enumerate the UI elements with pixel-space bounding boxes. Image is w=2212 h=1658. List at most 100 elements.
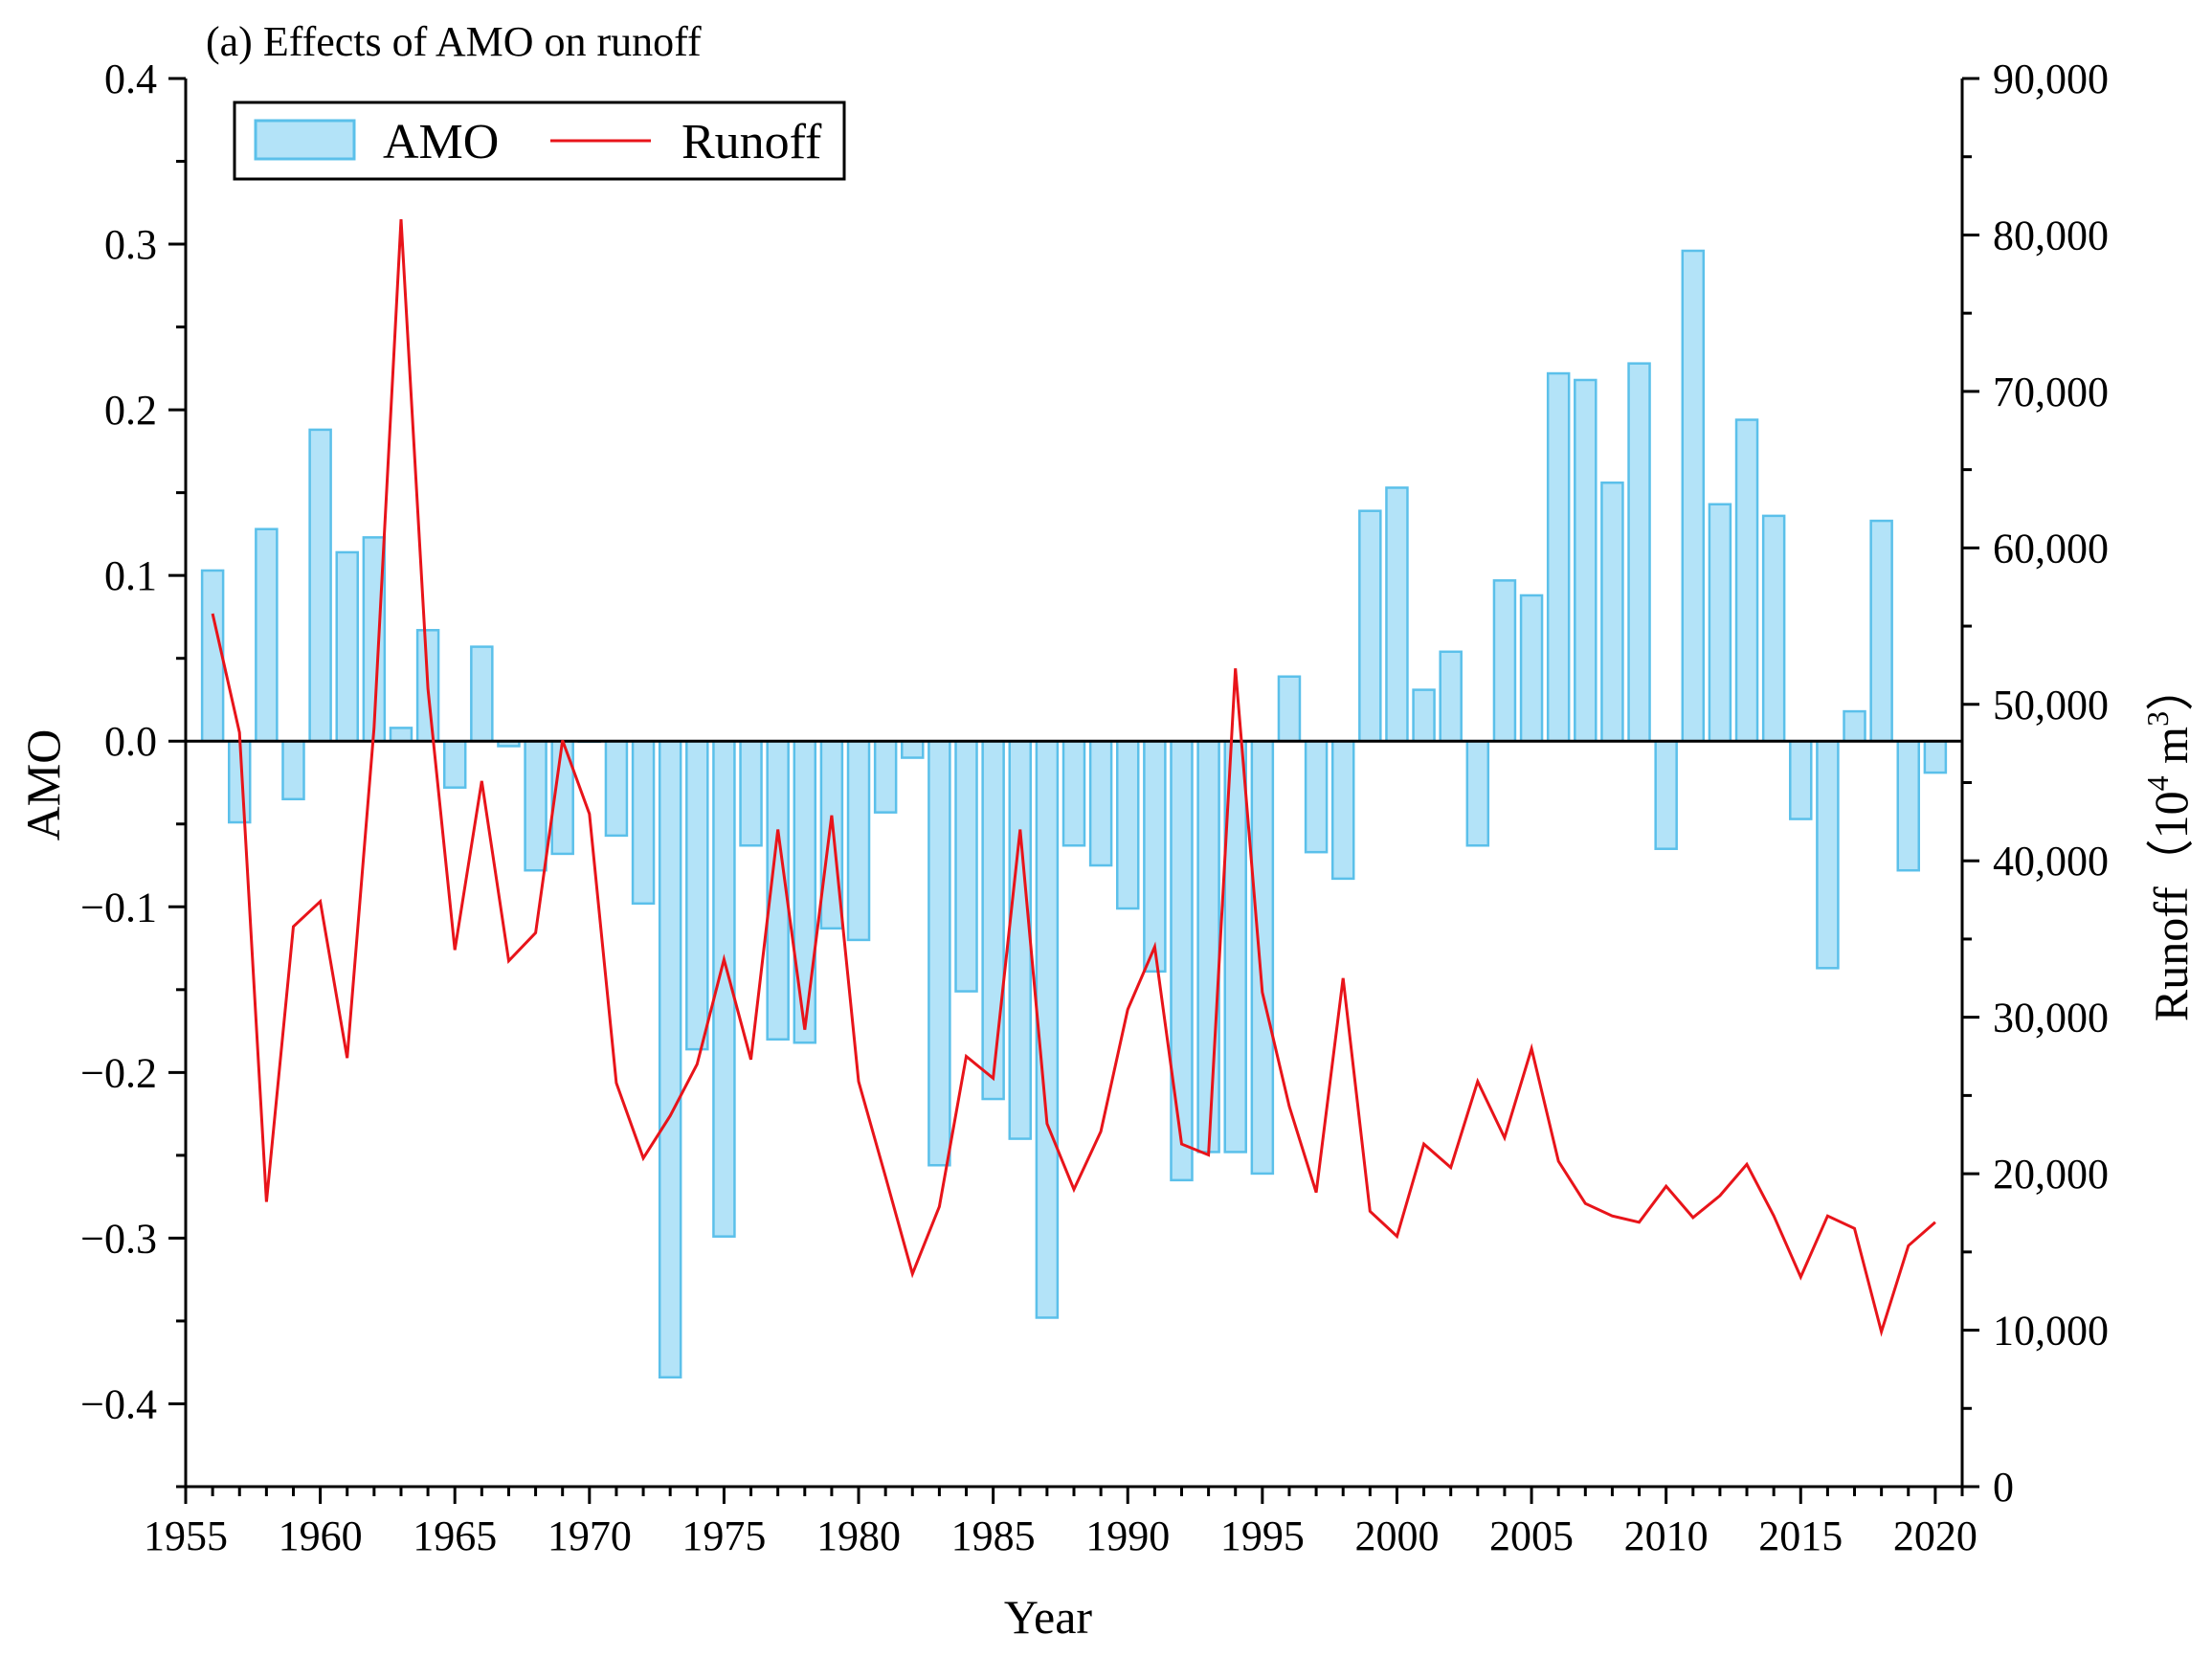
left-y-tick-label: 0.0 <box>104 718 157 765</box>
x-tick-label: 2000 <box>1354 1512 1439 1559</box>
amo-bar-1973 <box>658 739 682 1379</box>
amo-bar-1959 <box>281 739 305 801</box>
amo-bar-1981 <box>873 739 898 814</box>
amo-bar-2013 <box>1734 418 1759 743</box>
amo-bar-2018 <box>1869 519 1893 743</box>
right-y-tick-label: 50,000 <box>1993 682 2109 728</box>
amo-bar-2009 <box>1627 362 1651 743</box>
right-y-tick-label: 40,000 <box>1993 838 2109 885</box>
amo-bar-1958 <box>255 527 279 743</box>
runoff-line <box>211 219 1936 1337</box>
amo-bar-1966 <box>470 645 494 743</box>
amo-bar-2016 <box>1816 739 1840 970</box>
legend-runoff-label: Runoff <box>681 115 822 169</box>
x-tick-label: 2015 <box>1758 1512 1843 1559</box>
x-axis-title: Year <box>1004 1590 1092 1644</box>
amo-bar-2006 <box>1546 371 1571 743</box>
amo-bar-2000 <box>1385 486 1409 743</box>
right-y-tick-label: 10,000 <box>1993 1308 2109 1355</box>
amo-bar-2010 <box>1654 739 1678 850</box>
amo-bar-1983 <box>927 739 951 1167</box>
left-y-tick-label: −0.3 <box>80 1215 157 1262</box>
amo-bar-2019 <box>1896 739 1921 872</box>
amo-bar-1982 <box>901 739 925 759</box>
amo-bar-2015 <box>1789 739 1813 820</box>
left-y-tick-label: −0.1 <box>80 884 157 930</box>
x-tick-label: 1970 <box>547 1512 632 1559</box>
amo-bar-1985 <box>981 739 1005 1101</box>
amo-bar-1972 <box>631 739 656 906</box>
x-tick-label: 1985 <box>951 1512 1036 1559</box>
amo-bar-1963 <box>389 727 413 743</box>
amo-bar-2011 <box>1681 249 1706 743</box>
left-y-tick-label: 0.1 <box>104 552 157 599</box>
x-axis-ticks: 1955 1960 1965 1970 1975 1980 1985 1990 1995 2000… <box>144 1487 1977 1559</box>
x-tick-label: 1980 <box>816 1512 901 1559</box>
x-tick-label: 1975 <box>681 1512 766 1559</box>
amo-bar-1968 <box>524 739 547 872</box>
amo-bar-1989 <box>1088 739 1113 867</box>
amo-bar-2001 <box>1412 688 1436 743</box>
right-y-tick-label: 0 <box>1993 1464 2014 1511</box>
amo-bar-1965 <box>442 739 467 789</box>
x-tick-label: 1960 <box>279 1512 363 1559</box>
right-y-tick-label: 70,000 <box>1993 369 2109 415</box>
left-y-tick-label: −0.4 <box>80 1380 157 1427</box>
amo-bar-1992 <box>1170 739 1194 1182</box>
left-y-axis-title: AMO <box>16 729 70 841</box>
legend: AMO Runoff <box>233 101 846 181</box>
amo-bar-1961 <box>335 550 359 743</box>
amo-bar-1986 <box>1008 739 1033 1140</box>
amo-bar-1990 <box>1115 739 1140 910</box>
right-y-tick-label: 80,000 <box>1993 212 2109 258</box>
left-y-tick-label: 0.2 <box>104 387 157 434</box>
amo-bar-1956 <box>200 569 225 743</box>
x-tick-label: 2010 <box>1624 1512 1709 1559</box>
right-y-axis-ticks: 90,000 80,000 70,000 60,000 50,000 40,000 30,0… <box>1962 56 2109 1511</box>
left-y-tick-label: 0.3 <box>104 221 157 268</box>
x-tick-label: 1995 <box>1220 1512 1305 1559</box>
amo-bar-2008 <box>1600 482 1624 743</box>
amo-bar-2017 <box>1843 709 1866 743</box>
amo-bar-1993 <box>1196 739 1220 1154</box>
right-y-tick-label: 90,000 <box>1993 56 2109 102</box>
amo-bar-1978 <box>793 739 817 1044</box>
amo-bar-1996 <box>1277 675 1302 743</box>
amo-bar-1971 <box>604 739 629 838</box>
amo-bar-1960 <box>308 428 332 743</box>
amo-bar-1984 <box>954 739 978 993</box>
amo-bar-1995 <box>1250 739 1275 1176</box>
x-tick-label: 2020 <box>1893 1512 1977 1559</box>
left-y-axis-ticks: 0.4 0.3 0.2 0.1 0.0 −0.1 −0.2 −0.3 −0.4 <box>80 56 186 1489</box>
legend-amo-swatch <box>254 119 356 161</box>
amo-bar-1980 <box>846 739 871 942</box>
right-y-tick-label: 20,000 <box>1993 1151 2109 1198</box>
chart-title: (a) Effects of AMO on runoff <box>206 18 702 65</box>
amo-bar-2005 <box>1519 594 1544 743</box>
amo-bar-1999 <box>1358 509 1382 743</box>
amo-bar-1988 <box>1061 739 1086 847</box>
amo-bars <box>200 249 1948 1379</box>
amo-bar-2014 <box>1761 514 1786 743</box>
left-y-tick-label: −0.2 <box>80 1049 157 1096</box>
x-tick-label: 1990 <box>1085 1512 1170 1559</box>
amo-bar-2007 <box>1574 378 1598 743</box>
amo-bar-2020 <box>1923 739 1948 774</box>
amo-bar-1976 <box>739 739 763 847</box>
amo-bar-1997 <box>1304 739 1329 854</box>
left-y-tick-label: 0.4 <box>104 56 157 102</box>
amo-bar-1974 <box>685 739 709 1051</box>
amo-bar-1991 <box>1143 739 1167 974</box>
amo-bar-1998 <box>1330 739 1355 881</box>
amo-bar-2004 <box>1492 579 1517 743</box>
x-tick-label: 1965 <box>413 1512 497 1559</box>
amo-bar-2002 <box>1439 650 1463 743</box>
right-y-tick-label: 30,000 <box>1993 995 2109 1042</box>
right-y-axis-title: Runoff（104 m3） <box>2140 663 2198 1021</box>
amo-bar-2012 <box>1708 503 1732 743</box>
x-tick-label: 2005 <box>1489 1512 1574 1559</box>
right-y-tick-label: 60,000 <box>1993 525 2109 571</box>
x-tick-label: 1955 <box>144 1512 228 1559</box>
amo-bar-2003 <box>1465 739 1490 847</box>
